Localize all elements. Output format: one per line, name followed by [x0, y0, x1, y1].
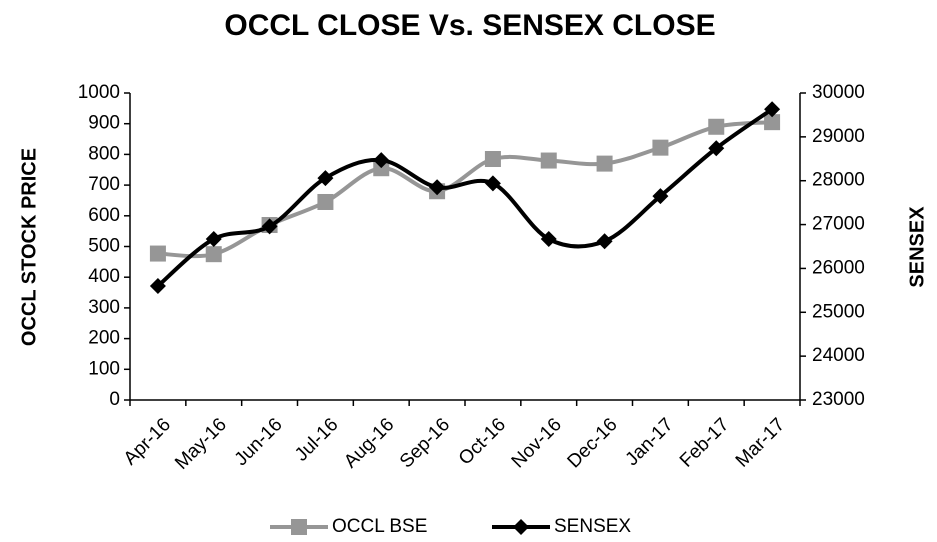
x-tick-label: Nov-16	[508, 414, 566, 472]
marker	[764, 114, 781, 131]
x-tick-label: Apr-16	[120, 414, 175, 469]
marker	[652, 188, 669, 205]
y-tick-label: 900	[88, 113, 120, 134]
y-tick-label: 400	[88, 266, 120, 287]
marker	[291, 519, 307, 535]
x-tick-label: Sep-16	[396, 414, 454, 472]
series-line	[156, 107, 774, 288]
y2-tick-label: 27000	[812, 214, 865, 235]
y2-tick-label: 30000	[812, 82, 865, 103]
marker	[596, 233, 613, 250]
x-tick-label: Dec-16	[564, 414, 622, 472]
x-tick-label: Jul-16	[291, 414, 342, 465]
x-tick-label: Aug-16	[340, 414, 398, 472]
y-tick-label: 1000	[78, 82, 120, 103]
x-tick-label: Feb-17	[676, 414, 733, 471]
marker	[149, 277, 166, 294]
y2-tick-label: 24000	[812, 345, 865, 366]
marker	[317, 193, 334, 210]
y2-tick-label: 29000	[812, 126, 865, 147]
y-tick-label: 0	[109, 389, 120, 410]
marker	[317, 170, 334, 187]
y-tick-label: 700	[88, 174, 120, 195]
y-tick-label: 800	[88, 143, 120, 164]
marker	[652, 139, 669, 156]
marker	[205, 231, 222, 248]
y-axis-title: OCCL STOCK PRICE	[18, 148, 40, 346]
legend-label: SENSEX	[554, 516, 631, 537]
legend-label: OCCL BSE	[332, 516, 427, 537]
x-tick-label: Mar-17	[732, 414, 789, 471]
y2-tick-label: 26000	[812, 257, 865, 278]
y-tick-label: 200	[88, 328, 120, 349]
x-tick-label: May-16	[171, 414, 231, 474]
marker	[540, 152, 557, 169]
marker	[429, 179, 446, 196]
y2-tick-label: 25000	[812, 301, 865, 322]
x-tick-label: Jun-16	[231, 414, 287, 470]
y-tick-label: 300	[88, 297, 120, 318]
marker	[373, 152, 390, 169]
marker	[764, 101, 781, 118]
y2-tick-label: 28000	[812, 170, 865, 191]
x-tick-label: Oct-16	[455, 414, 510, 469]
y-tick-label: 600	[88, 205, 120, 226]
x-tick-label: Jan-17	[622, 414, 678, 470]
marker	[708, 118, 725, 135]
y2-tick-label: 23000	[812, 389, 865, 410]
marker	[484, 175, 501, 192]
y-tick-label: 100	[88, 358, 120, 379]
marker	[373, 160, 390, 177]
marker	[484, 151, 501, 168]
marker	[149, 245, 166, 262]
y2-axis-title: SENSEX	[906, 206, 928, 288]
marker	[513, 519, 529, 535]
marker	[596, 155, 613, 172]
marker	[261, 218, 278, 235]
marker	[205, 246, 222, 263]
y-tick-label: 500	[88, 236, 120, 257]
chart-title: OCCL CLOSE Vs. SENSEX CLOSE	[224, 9, 715, 42]
series-line	[157, 120, 773, 259]
marker	[708, 140, 725, 157]
marker	[540, 231, 557, 248]
